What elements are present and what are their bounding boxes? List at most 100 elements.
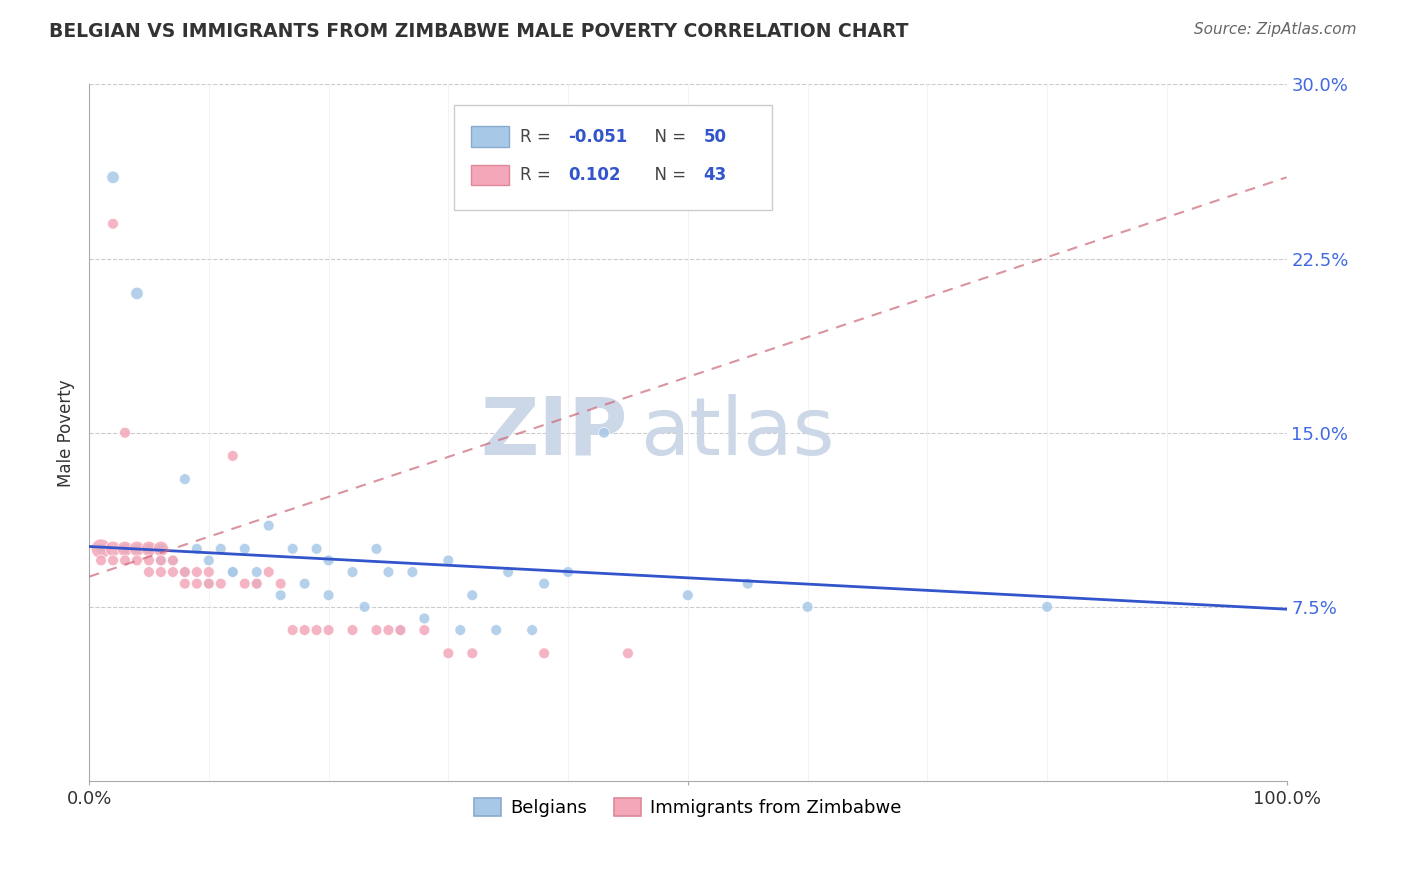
Point: [222, 565, 245, 579]
Point: [149, 553, 172, 567]
Text: -0.051: -0.051: [568, 128, 627, 145]
Point: [90, 541, 112, 556]
Point: [101, 217, 124, 231]
Point: [138, 541, 160, 556]
Text: R =: R =: [520, 128, 557, 145]
Point: [186, 576, 208, 591]
Point: [377, 623, 399, 637]
Point: [401, 565, 423, 579]
Point: [149, 553, 172, 567]
Point: [533, 646, 555, 660]
Point: [198, 565, 221, 579]
Legend: Belgians, Immigrants from Zimbabwe: Belgians, Immigrants from Zimbabwe: [467, 790, 908, 824]
Point: [737, 576, 759, 591]
Point: [617, 646, 640, 660]
Point: [149, 541, 172, 556]
Point: [318, 588, 340, 602]
Point: [125, 286, 148, 301]
Point: [198, 553, 221, 567]
Y-axis label: Male Poverty: Male Poverty: [58, 379, 75, 486]
Point: [246, 576, 269, 591]
Point: [198, 576, 221, 591]
Point: [557, 565, 579, 579]
Point: [413, 611, 436, 625]
Point: [257, 565, 280, 579]
Point: [173, 576, 195, 591]
Point: [186, 565, 208, 579]
Point: [461, 646, 484, 660]
Point: [437, 553, 460, 567]
Point: [138, 565, 160, 579]
Point: [162, 553, 184, 567]
Point: [209, 541, 232, 556]
Point: [162, 565, 184, 579]
Text: N =: N =: [644, 166, 690, 184]
Point: [138, 541, 160, 556]
Point: [294, 623, 316, 637]
Point: [389, 623, 412, 637]
Point: [461, 588, 484, 602]
Point: [520, 623, 543, 637]
Point: [342, 565, 364, 579]
Point: [305, 541, 328, 556]
Text: ZIP: ZIP: [481, 393, 628, 472]
Text: 43: 43: [703, 166, 727, 184]
Point: [281, 541, 304, 556]
Text: R =: R =: [520, 166, 557, 184]
Point: [676, 588, 699, 602]
Point: [114, 541, 136, 556]
Point: [342, 623, 364, 637]
Point: [318, 553, 340, 567]
Point: [1036, 599, 1059, 614]
FancyBboxPatch shape: [454, 105, 772, 210]
Point: [437, 646, 460, 660]
Point: [173, 472, 195, 486]
Point: [796, 599, 818, 614]
Point: [173, 565, 195, 579]
Point: [90, 541, 112, 556]
Point: [593, 425, 616, 440]
Point: [246, 565, 269, 579]
Point: [101, 541, 124, 556]
Point: [90, 553, 112, 567]
Point: [138, 541, 160, 556]
Point: [149, 541, 172, 556]
Point: [366, 541, 388, 556]
Point: [485, 623, 508, 637]
Point: [366, 623, 388, 637]
Point: [270, 576, 292, 591]
Point: [222, 565, 245, 579]
Text: N =: N =: [644, 128, 690, 145]
Point: [389, 623, 412, 637]
Point: [281, 623, 304, 637]
Point: [246, 576, 269, 591]
Point: [125, 541, 148, 556]
FancyBboxPatch shape: [471, 164, 509, 186]
Point: [114, 425, 136, 440]
Point: [413, 623, 436, 637]
Point: [125, 541, 148, 556]
Text: BELGIAN VS IMMIGRANTS FROM ZIMBABWE MALE POVERTY CORRELATION CHART: BELGIAN VS IMMIGRANTS FROM ZIMBABWE MALE…: [49, 22, 908, 41]
Point: [173, 565, 195, 579]
Point: [162, 553, 184, 567]
Point: [198, 576, 221, 591]
Point: [138, 553, 160, 567]
Point: [449, 623, 471, 637]
Point: [533, 576, 555, 591]
Text: 0.102: 0.102: [568, 166, 620, 184]
Point: [101, 553, 124, 567]
Point: [377, 565, 399, 579]
FancyBboxPatch shape: [471, 127, 509, 147]
Point: [114, 541, 136, 556]
Text: Source: ZipAtlas.com: Source: ZipAtlas.com: [1194, 22, 1357, 37]
Point: [149, 541, 172, 556]
Point: [294, 576, 316, 591]
Point: [305, 623, 328, 637]
Point: [233, 541, 256, 556]
Point: [125, 553, 148, 567]
Point: [209, 576, 232, 591]
Point: [353, 599, 375, 614]
Point: [149, 565, 172, 579]
Point: [101, 170, 124, 185]
Point: [233, 576, 256, 591]
